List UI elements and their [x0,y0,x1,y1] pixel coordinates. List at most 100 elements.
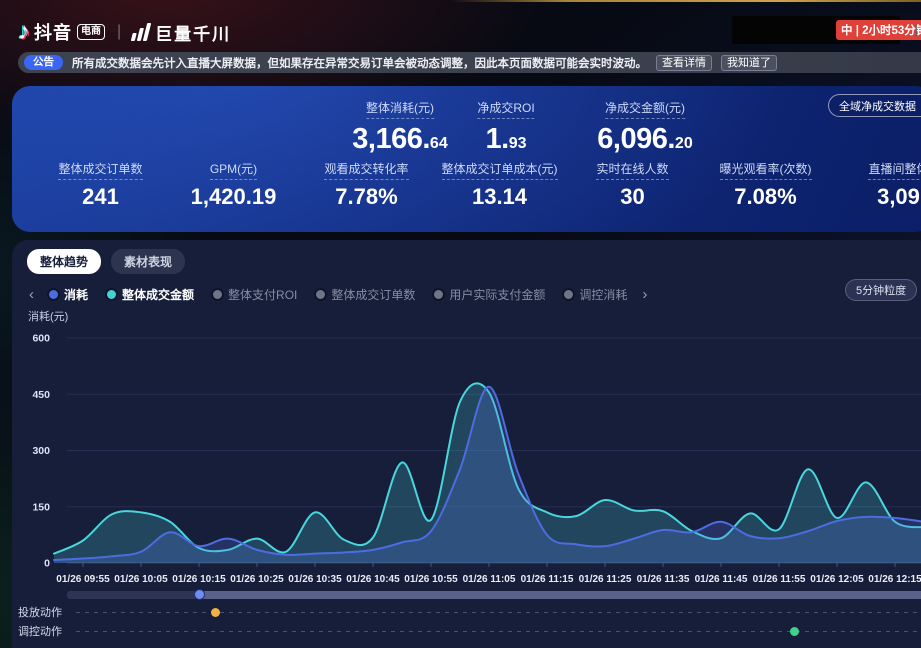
douyin-logo-icon: ♪ [18,18,30,45]
x-tick-label: 01/26 11:45 [695,574,748,585]
x-tick-label: 01/26 10:25 [230,574,284,585]
action-dot[interactable] [789,626,799,636]
legend-prev-icon[interactable]: ‹ [29,285,34,303]
metric-value-dec: 93 [508,135,527,152]
scrollbar-track[interactable] [67,591,921,599]
metric-item: 净成交ROI 1.93 [477,99,535,159]
legend-dot [316,290,326,299]
notice-text: 所有成交数据会先计入直播大屏数据，但如果存在异常交易订单会被动态调整，因此本页面… [72,57,647,70]
trend-chart[interactable]: 0 150 300 450 600 01/26 09:55 01/26 10:05 01/26… [12,326,921,590]
x-tick-label: 01/26 10:05 [114,574,168,585]
action-row-label: 投放动作 [18,607,62,619]
y-tick-label: 600 [32,333,50,345]
notice-bar: 公告 所有成交数据会先计入直播大屏数据，但如果存在异常交易订单会被动态调整，因此… [18,52,921,73]
metric-label[interactable]: 直播间整体 [868,160,921,180]
metrics-panel: 全域净成交数据 整体消耗(元) 3,166.64 净成交ROI 1.93 净成交金额(元… [12,86,921,232]
metric-label[interactable]: 观看成交转化率 [324,160,409,180]
legend-item[interactable]: 调控消耗 [564,286,627,303]
live-duration-badge: 中 | 2小时53分钟 [836,20,921,40]
legend-item[interactable]: 整体成交金额 [107,286,194,303]
logo-divider: | [117,23,122,40]
x-tick-label: 01/26 09:55 [56,574,110,585]
x-tick-label: 01/26 10:35 [288,574,342,585]
legend-dot [49,290,58,299]
y-tick-label: 0 [44,558,50,570]
legend-item[interactable]: 整体支付ROI [213,286,297,303]
legend-dot [434,290,444,299]
metric-value-dec: 20 [674,135,693,152]
metric-label[interactable]: 实时在线人数 [596,160,669,180]
metric-item: 观看成交转化率 7.78% [300,160,433,210]
metric-value: 7.08% [734,184,797,209]
action-dashed-line [76,630,921,632]
acknowledge-button[interactable]: 我知道了 [721,54,777,71]
legend-next-icon[interactable]: › [642,285,648,303]
data-scope-dropdown[interactable]: 全域净成交数据 [828,94,921,117]
tab-overall-trend[interactable]: 整体趋势 [27,249,102,274]
series-line [53,385,921,561]
metric-value-int: 3,166. [352,123,430,155]
top-edge-highlight [450,0,921,2]
legend-label: 消耗 [64,288,89,302]
x-tick-label: 01/26 11:05 [463,574,516,585]
metric-label[interactable]: 曝光观看率(次数) [719,160,812,180]
metric-value: 7.78% [335,184,398,209]
y-tick-label: 300 [32,445,50,457]
legend-dot [213,290,223,299]
metric-label[interactable]: 净成交金额(元) [605,99,685,119]
x-tick-label: 01/26 10:55 [404,574,458,585]
top-bar: ♪ 抖音 电商 | 巨量千川 中 | 2小时53分钟 | [18,14,921,50]
action-row: 投放动作 [18,605,921,619]
metric-item: 整体成交订单数 241 [34,160,167,210]
secondary-metrics-row: 整体成交订单数 241 GPM(元) 1,420.19 观看成交转化率 7.78% 整体成交… [34,160,921,210]
metric-value: 3,166.64 [352,124,447,159]
metric-label[interactable]: 整体消耗(元) [366,99,434,119]
data-scope-label: 全域净成交数据 [839,100,916,113]
granularity-dropdown[interactable]: 5分钟粒度 [845,279,918,301]
x-tick-label: 01/26 11:35 [637,574,690,585]
header-divider: | [914,22,918,37]
douyin-brand-text: 抖音 [34,23,72,43]
metric-label[interactable]: 整体成交订单数 [58,160,143,180]
legend-item[interactable]: 消耗 [49,286,88,303]
legend-item[interactable]: 用户实际支付金额 [434,286,545,303]
x-tick-label: 01/26 12:05 [810,574,864,585]
action-row: 调控动作 [18,624,921,638]
x-tick-label: 01/26 11:55 [753,574,806,585]
qianchuan-logo-icon [130,23,152,41]
metric-item: 净成交金额(元) 6,096.20 [597,99,692,159]
series-area [54,383,921,563]
y-axis-title: 消耗(元) [28,311,69,323]
action-timeline [76,626,921,636]
y-tick-label: 150 [32,501,50,513]
metric-label[interactable]: GPM(元) [209,160,258,180]
metric-value-int: 1. [485,123,510,155]
y-tick-label: 450 [32,389,50,401]
announcement-badge: 公告 [24,55,63,70]
view-details-button[interactable]: 查看详情 [656,54,712,71]
metric-value-int: 6,096. [597,123,675,155]
x-tick-label: 01/26 11:15 [521,574,574,585]
legend-label: 调控消耗 [579,288,628,302]
brand-area: ♪ 抖音 电商 | 巨量千川 [18,14,921,50]
metric-label[interactable]: 净成交ROI [477,99,535,119]
metric-value-dec: 64 [429,135,448,152]
scrollbar-handle[interactable] [193,589,205,600]
legend-item[interactable]: 整体成交订单数 [316,286,415,303]
qianchuan-brand-text: 巨量千川 [155,24,232,44]
chart-scrollbar[interactable] [67,589,921,600]
tab-material-performance[interactable]: 素材表现 [111,249,186,274]
action-dashed-line [76,611,921,613]
x-tick-label: 01/26 11:25 [579,574,632,585]
x-tick-label: 01/26 10:45 [346,574,400,585]
legend-dot [564,290,574,299]
series-line [53,382,921,555]
series-area [54,386,921,563]
metric-value: 1.93 [477,124,534,159]
trend-tabs: 整体趋势 素材表现 [27,249,186,274]
action-timeline [76,607,921,617]
action-row-label: 调控动作 [18,626,62,638]
metric-label[interactable]: 整体成交订单成本(元) [441,160,558,180]
legend-row: ‹ 消耗 整体成交金额 整体支付ROI 整体成交订单数 用户实际支付金额 调控消耗 › [29,286,647,303]
action-dot[interactable] [211,607,221,617]
